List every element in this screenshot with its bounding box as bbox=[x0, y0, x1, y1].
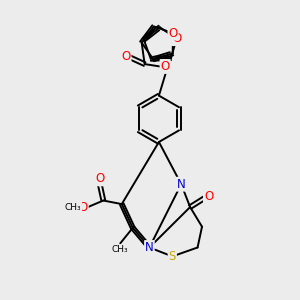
Text: S: S bbox=[169, 250, 176, 263]
Text: N: N bbox=[145, 241, 154, 254]
Text: N: N bbox=[177, 178, 186, 191]
Text: CH₃: CH₃ bbox=[65, 202, 81, 211]
Text: O: O bbox=[204, 190, 213, 203]
Text: O: O bbox=[172, 32, 181, 45]
Text: CH₃: CH₃ bbox=[112, 245, 129, 254]
Text: O: O bbox=[121, 50, 130, 63]
Text: O: O bbox=[168, 27, 178, 40]
Text: O: O bbox=[95, 172, 104, 185]
Text: O: O bbox=[79, 201, 88, 214]
Text: O: O bbox=[160, 60, 170, 73]
